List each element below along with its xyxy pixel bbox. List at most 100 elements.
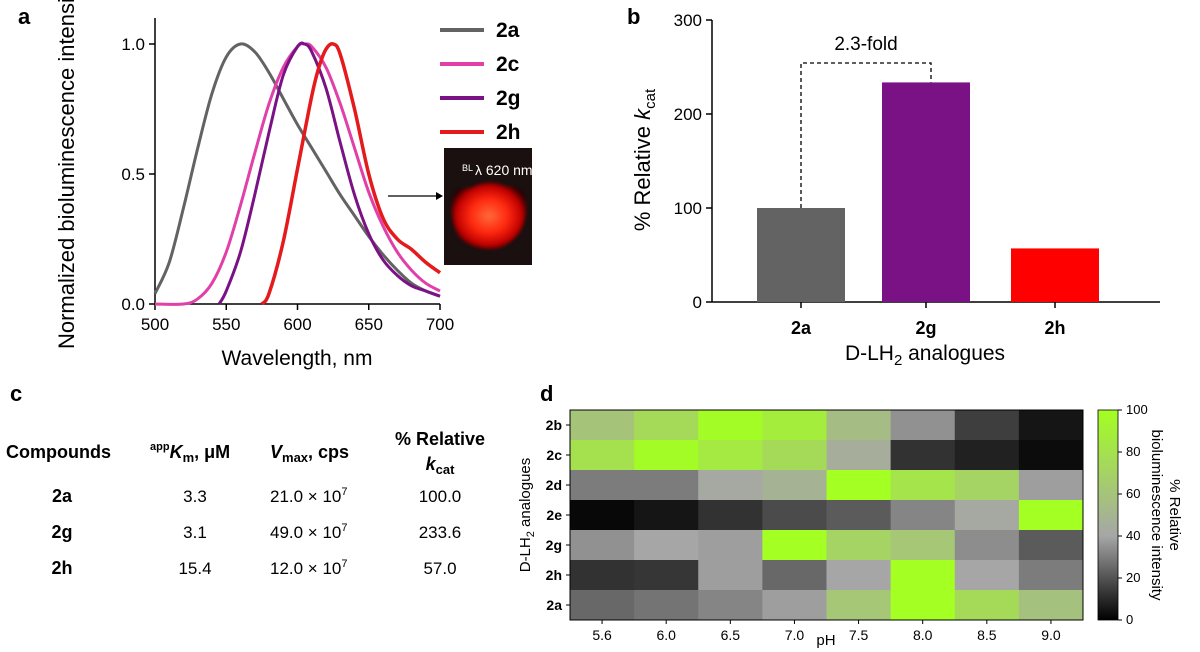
legend-label-2c: 2c (496, 53, 520, 76)
heatmap-cell-2c-8.0 (890, 440, 956, 471)
panel-letter-d: d (540, 381, 553, 406)
heatmap-cell-2c-6.0 (634, 440, 699, 471)
heatmap-cell-2g-7.0 (762, 530, 827, 561)
heatmap-cell-2g-5.6 (570, 530, 635, 561)
b-ytick-label: 200 (674, 105, 702, 124)
heatmap-cell-2h-9.0 (1018, 560, 1084, 591)
heatmap-xlabel: pH (816, 632, 835, 649)
heatmap-col-label-9.0: 9.0 (1041, 627, 1061, 643)
heatmap-cell-2h-5.6 (570, 560, 635, 591)
b-bars (757, 82, 1099, 302)
heatmap-cell-2c-6.5 (698, 440, 763, 471)
heatmap-cell-2h-7.0 (762, 560, 827, 591)
b-ytick-label: 0 (693, 293, 702, 312)
heatmap-cell-2g-7.5 (826, 530, 892, 561)
heatmap-cell-2a-8.5 (954, 590, 1020, 621)
heatmap-cell-2a-9.0 (1018, 590, 1084, 621)
colorbar-tick-label: 40 (1126, 528, 1140, 543)
legend-label-2h: 2h (496, 121, 521, 144)
heatmap-cell-2h-6.0 (634, 560, 699, 591)
heatmap-cell-2a-7.0 (762, 590, 827, 621)
bar-2h (1011, 248, 1099, 302)
heatmap-cell-2b-9.0 (1018, 410, 1084, 441)
b-ytick-label: 300 (674, 11, 702, 30)
heatmap-row-label-2g: 2g (546, 537, 562, 553)
heatmap-row-label-2b: 2b (546, 417, 562, 433)
a-yticks: 0.0 0.5 1.0 (121, 35, 155, 314)
heatmap-row-labels: 2b 2c 2d 2e 2g 2h 2a (546, 417, 570, 613)
heatmap-cell-2d-6.0 (634, 470, 699, 501)
heatmap-cell-2d-8.5 (954, 470, 1020, 501)
table-cell-relative: 233.6 (419, 523, 462, 542)
heatmap-cell-2g-8.0 (890, 530, 956, 561)
heatmap-cell-2b-6.5 (698, 410, 763, 441)
a-xticks: 500 550 600 650 700 (141, 304, 454, 334)
a-spectra-lines (153, 41, 442, 306)
colorbar-tick-label: 20 (1126, 570, 1140, 585)
legend-label-2g: 2g (496, 87, 521, 110)
heatmap-row-label-2c: 2c (546, 447, 562, 463)
colorbar-ticks: 0 20 40 60 80 100 (1118, 402, 1148, 627)
heatmap-cell-2c-5.6 (570, 440, 635, 471)
heatmap-cell-2e-8.5 (954, 500, 1020, 531)
panel-b: b 0 100 200 300 2a 2g 2h % Relative kcat D-LH… (627, 4, 1160, 369)
colorbar (1097, 409, 1119, 621)
table-row-2g: 2g 3.1 49.0 × 107 233.6 (51, 522, 461, 542)
b-yticks: 0 100 200 300 (674, 11, 712, 312)
heatmap-cell-2h-7.5 (826, 560, 892, 591)
heatmap-cell-2g-6.0 (634, 530, 699, 561)
a-ytick-label: 1.0 (121, 35, 145, 54)
heatmap-cell-2d-5.6 (570, 470, 635, 501)
a-xlabel: Wavelength, nm (222, 347, 373, 370)
spectrum-line-2h (260, 42, 442, 306)
heatmap-cell-2c-8.5 (954, 440, 1020, 471)
heatmap-cell-2d-8.0 (890, 470, 956, 501)
panel-letter-a: a (18, 4, 31, 29)
table-cell-vmax: 21.0 × 107 (270, 486, 348, 506)
a-xtick-label: 500 (141, 315, 169, 334)
heatmap-row-label-2a: 2a (546, 597, 562, 613)
heatmap-cell-2e-5.6 (570, 500, 635, 531)
heatmap-row-label-2d: 2d (546, 477, 562, 493)
heatmap-cell-2h-6.5 (698, 560, 763, 591)
spectrum-line-2a (153, 42, 441, 298)
heatmap-cell-2c-9.0 (1018, 440, 1084, 471)
heatmap-col-label-7.5: 7.5 (849, 627, 869, 643)
bioluminescence-inset: BL λ 620 nm (444, 148, 533, 265)
heatmap-cell-2h-8.5 (954, 560, 1020, 591)
heatmap-cell-2d-9.0 (1018, 470, 1084, 501)
heatmap-col-label-8.5: 8.5 (977, 627, 997, 643)
bar-2a (757, 208, 845, 302)
a-legend: 2a 2c 2g 2h (440, 19, 521, 144)
heatmap-cell-2c-7.5 (826, 440, 892, 471)
spectrum-line-2g (217, 41, 441, 305)
b-category-labels: 2a 2g 2h (791, 302, 1066, 338)
b-category-2g: 2g (915, 318, 936, 338)
inset-arrow-head (436, 192, 443, 200)
table-cell-compound: 2g (51, 522, 72, 542)
a-xtick-label: 650 (355, 315, 383, 334)
heatmap-cell-2e-8.0 (890, 500, 956, 531)
a-ytick-label: 0.0 (121, 295, 145, 314)
heatmap-cell-2d-6.5 (698, 470, 763, 501)
table-cell-km: 3.1 (183, 523, 207, 542)
colorbar-tick-label: 0 (1126, 612, 1133, 627)
heatmap-cell-2c-7.0 (762, 440, 827, 471)
colorbar-label-line2: bioluminescence intensity (1148, 430, 1165, 601)
table-header-kcat: kcat (426, 454, 455, 477)
heatmap-col-label-5.6: 5.6 (592, 627, 612, 643)
heatmap-cells (570, 410, 1084, 621)
heatmap-cell-2a-8.0 (890, 590, 956, 621)
a-xtick-label: 700 (426, 315, 454, 334)
panel-d: d 2b 2c 2d 2e 2g 2h 2a 5.6 6.0 6.5 7.0 7.5 8.0 8.5 9.… (517, 381, 1183, 649)
panel-letter-c: c (10, 381, 22, 406)
a-xtick-label: 600 (283, 315, 311, 334)
table-cell-km: 3.3 (183, 487, 207, 506)
fold-bracket (800, 62, 932, 208)
b-ytick-label: 100 (674, 199, 702, 218)
heatmap-cell-2b-8.5 (954, 410, 1020, 441)
a-ytick-label: 0.5 (121, 165, 145, 184)
colorbar-label-line1: % Relative (1166, 479, 1183, 551)
inset-label-prefix: BL (462, 163, 473, 173)
b-xlabel: D-LH2 analogues (845, 342, 1005, 369)
